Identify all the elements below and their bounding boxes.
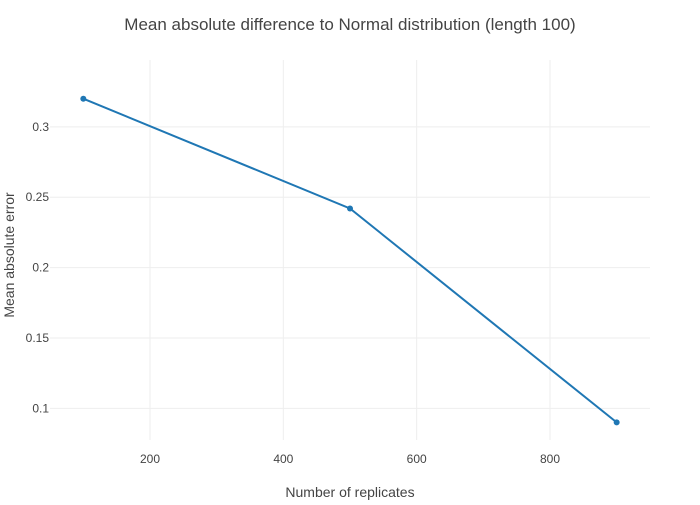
x-axis-title: Number of replicates [285, 484, 414, 500]
y-tick-label: 0.25 [26, 190, 50, 204]
chart-title: Mean absolute difference to Normal distr… [124, 15, 575, 34]
x-tick-label: 400 [273, 452, 293, 466]
data-point[interactable] [347, 205, 353, 212]
data-point[interactable] [80, 95, 87, 102]
x-tick-label: 200 [140, 452, 160, 466]
y-tick-label: 0.15 [26, 331, 50, 345]
y-tick-label: 0.1 [32, 401, 49, 415]
series-line [82, 97, 618, 424]
data-point[interactable] [613, 419, 620, 426]
y-tick-label: 0.2 [32, 261, 49, 275]
grid-layer [50, 60, 650, 440]
y-tick-label: 0.3 [32, 120, 49, 134]
series-layer [80, 95, 620, 426]
x-tick-label: 600 [407, 452, 427, 466]
y-axis-title: Mean absolute error [1, 192, 17, 318]
x-tick-label: 800 [540, 452, 560, 466]
tick-label-layer: 200 400 600 800 0.1 0.15 0.2 0.25 0.3 [26, 120, 561, 466]
